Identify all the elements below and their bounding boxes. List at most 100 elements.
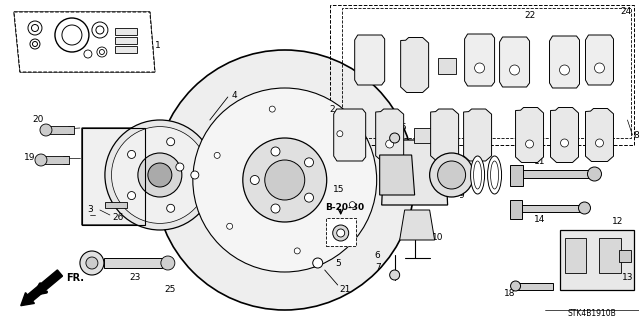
Text: 5: 5	[335, 258, 340, 268]
Circle shape	[595, 63, 605, 73]
Ellipse shape	[488, 156, 502, 194]
Polygon shape	[14, 12, 155, 72]
Circle shape	[243, 138, 326, 222]
Circle shape	[111, 127, 208, 223]
Circle shape	[511, 281, 520, 291]
Polygon shape	[82, 128, 145, 225]
Text: 15: 15	[333, 186, 344, 195]
Circle shape	[305, 158, 314, 167]
Circle shape	[305, 193, 314, 202]
Polygon shape	[509, 200, 522, 219]
Polygon shape	[376, 109, 404, 161]
Circle shape	[386, 140, 394, 148]
Polygon shape	[586, 108, 614, 161]
Bar	[509, 205, 584, 212]
Circle shape	[99, 49, 104, 55]
Polygon shape	[14, 12, 155, 72]
Polygon shape	[550, 36, 579, 88]
Circle shape	[271, 147, 280, 156]
Circle shape	[509, 65, 520, 75]
Circle shape	[227, 223, 233, 229]
Polygon shape	[586, 35, 614, 85]
Bar	[513, 283, 552, 290]
Ellipse shape	[470, 156, 484, 194]
Text: 7: 7	[375, 263, 381, 271]
Polygon shape	[401, 38, 429, 93]
Text: 9: 9	[459, 190, 465, 199]
Circle shape	[193, 88, 377, 272]
Bar	[42, 126, 74, 134]
Circle shape	[271, 204, 280, 213]
Circle shape	[313, 258, 323, 268]
Circle shape	[438, 161, 465, 189]
Circle shape	[96, 26, 104, 34]
Circle shape	[166, 138, 175, 146]
Text: 15: 15	[449, 144, 460, 152]
Circle shape	[294, 248, 300, 254]
Circle shape	[265, 160, 305, 200]
Circle shape	[31, 25, 38, 32]
Circle shape	[40, 124, 52, 136]
Bar	[115, 28, 137, 35]
Circle shape	[62, 25, 82, 45]
Circle shape	[191, 171, 199, 179]
Text: 14: 14	[534, 216, 545, 225]
Circle shape	[390, 133, 399, 143]
Bar	[115, 46, 137, 53]
Polygon shape	[465, 34, 495, 86]
Circle shape	[337, 131, 343, 137]
Circle shape	[35, 154, 47, 166]
Text: 4: 4	[232, 91, 237, 100]
Bar	[342, 8, 632, 138]
Bar	[330, 5, 634, 145]
Circle shape	[148, 163, 172, 187]
Ellipse shape	[474, 161, 481, 189]
Bar	[115, 37, 137, 44]
Circle shape	[250, 175, 259, 184]
Polygon shape	[381, 140, 447, 205]
Text: 26: 26	[112, 213, 124, 222]
Bar	[37, 156, 69, 164]
Circle shape	[525, 140, 534, 148]
Polygon shape	[463, 109, 492, 161]
Circle shape	[161, 256, 175, 270]
Bar	[104, 258, 162, 268]
Text: 17: 17	[384, 151, 396, 160]
Circle shape	[429, 153, 474, 197]
Circle shape	[588, 167, 602, 181]
Text: 8: 8	[634, 130, 639, 139]
Text: 11: 11	[534, 158, 545, 167]
Bar	[105, 202, 127, 208]
Text: 19: 19	[24, 152, 36, 161]
Circle shape	[28, 21, 42, 35]
Text: FR.: FR.	[66, 273, 84, 283]
Polygon shape	[333, 109, 365, 161]
Circle shape	[214, 152, 220, 158]
Circle shape	[337, 229, 345, 237]
Text: 21: 21	[339, 286, 350, 294]
Circle shape	[33, 41, 38, 47]
Polygon shape	[516, 108, 543, 162]
Circle shape	[55, 18, 89, 52]
Polygon shape	[380, 155, 415, 195]
Circle shape	[475, 63, 484, 73]
Text: 3: 3	[87, 205, 93, 214]
Text: 24: 24	[621, 8, 632, 17]
Circle shape	[92, 22, 108, 38]
Circle shape	[80, 251, 104, 275]
Text: 16: 16	[396, 123, 408, 132]
Polygon shape	[399, 210, 435, 240]
Circle shape	[390, 270, 399, 280]
Ellipse shape	[491, 161, 499, 189]
Circle shape	[333, 225, 349, 241]
Text: 6: 6	[375, 250, 381, 259]
Bar	[620, 250, 632, 262]
Text: D: D	[178, 165, 182, 169]
Polygon shape	[431, 109, 459, 161]
Circle shape	[166, 204, 175, 212]
Circle shape	[561, 139, 568, 147]
Text: 10: 10	[432, 233, 444, 241]
Circle shape	[30, 39, 40, 49]
Polygon shape	[550, 108, 579, 162]
Text: 1: 1	[155, 41, 161, 49]
